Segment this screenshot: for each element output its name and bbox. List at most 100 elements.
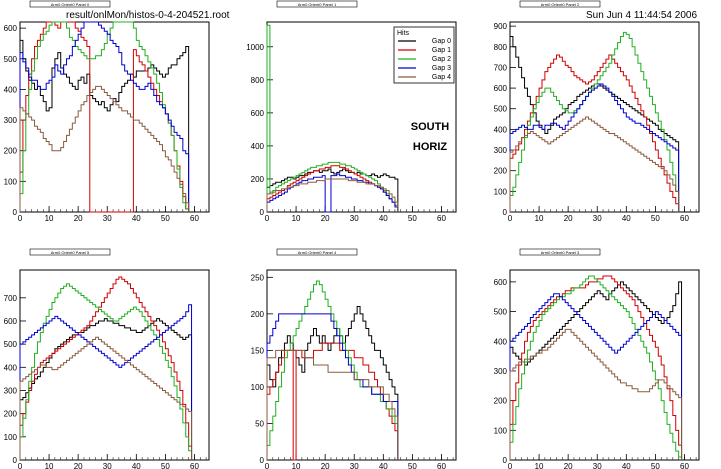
y-tick-label: 0 xyxy=(503,456,508,465)
y-tick-label: 200 xyxy=(4,410,18,419)
x-tick-label: 40 xyxy=(622,462,631,469)
y-tick-label: 100 xyxy=(4,433,18,442)
series-gap-0 xyxy=(19,39,190,212)
series-gap-4 xyxy=(266,349,399,460)
legend-box xyxy=(393,26,455,84)
y-tick-label: 300 xyxy=(494,367,508,376)
series-gap-1 xyxy=(19,276,193,460)
x-tick-label: 60 xyxy=(190,214,199,223)
x-tick-label: 60 xyxy=(437,462,446,469)
y-tick-label: 200 xyxy=(4,147,18,156)
x-tick-label: 20 xyxy=(321,214,330,223)
x-tick-label: 50 xyxy=(408,214,417,223)
y-tick-label: 0 xyxy=(13,456,18,465)
x-tick-label: 60 xyxy=(437,214,446,223)
x-tick-label: 40 xyxy=(622,214,631,223)
y-tick-label: 700 xyxy=(4,294,18,303)
panel-title-box xyxy=(519,248,601,256)
legend-entry: Gap 0 xyxy=(432,38,451,45)
y-tick-label: 100 xyxy=(251,383,265,392)
y-tick-label: 0 xyxy=(260,456,265,465)
y-tick-label: 300 xyxy=(494,146,508,155)
y-tick-label: 900 xyxy=(494,22,508,31)
timestamp: Sun Jun 4 11:44:54 2006 xyxy=(586,10,698,21)
y-tick-label: 400 xyxy=(4,85,18,94)
y-tick-label: 400 xyxy=(494,125,508,134)
y-tick-label: 500 xyxy=(4,340,18,349)
y-tick-label: 400 xyxy=(494,337,508,346)
y-tick-label: 100 xyxy=(4,177,18,186)
x-tick-label: 20 xyxy=(564,462,573,469)
x-tick-label: 40 xyxy=(379,214,388,223)
plot-frame xyxy=(509,21,700,213)
y-tick-label: 200 xyxy=(251,310,265,319)
y-tick-label: 0 xyxy=(13,208,18,217)
y-tick-label: 700 xyxy=(494,63,508,72)
series-gap-2 xyxy=(266,280,399,460)
y-tick-label: 800 xyxy=(251,76,265,85)
x-tick-label: 0 xyxy=(508,462,513,469)
y-tick-label: 0 xyxy=(503,208,508,217)
x-tick-label: 40 xyxy=(379,462,388,469)
series-gap-1 xyxy=(19,21,190,213)
x-tick-label: 30 xyxy=(103,462,112,469)
annotation-horiz: HORIZ xyxy=(413,141,448,153)
x-tick-label: 20 xyxy=(74,214,83,223)
x-tick-label: 10 xyxy=(292,214,301,223)
panel-title: Arm0 Orient0 Panel 3 xyxy=(541,250,580,255)
legend-title: Hits xyxy=(397,30,410,37)
x-tick-label: 60 xyxy=(680,462,689,469)
y-tick-label: 600 xyxy=(4,24,18,33)
y-tick-label: 100 xyxy=(494,426,508,435)
x-tick-label: 50 xyxy=(651,214,660,223)
series-gap-0 xyxy=(19,318,193,460)
histogram-panel-4: Arm0 Orient0 Panel 50 10 20 30 40 50 600100200… xyxy=(4,248,210,469)
y-tick-label: 200 xyxy=(251,175,265,184)
y-tick-label: 400 xyxy=(4,363,18,372)
y-tick-label: 200 xyxy=(494,397,508,406)
series-gap-2 xyxy=(266,24,399,212)
x-tick-label: 10 xyxy=(535,214,544,223)
histogram-panel-5: Arm0 Orient0 Panel 4 0 10 20 30 40 50 60 0 50 100 1… xyxy=(251,248,457,469)
series-gap-4 xyxy=(266,178,399,212)
panel-title-box xyxy=(276,248,358,256)
series-gap-2 xyxy=(509,275,683,460)
x-tick-label: 50 xyxy=(161,462,170,469)
y-tick-label: 400 xyxy=(251,142,265,151)
series-gap-1 xyxy=(509,275,683,460)
y-tick-label: 50 xyxy=(255,419,264,428)
x-tick-label: 30 xyxy=(103,214,112,223)
histogram-panel-3: Arm0 Orient0 Panel 20 10 20 30 40 50 600100200… xyxy=(494,0,700,223)
series-gap-3 xyxy=(19,304,193,460)
series-gap-0 xyxy=(509,35,680,212)
y-tick-label: 0 xyxy=(260,208,265,217)
panel-title: Arm0 Orient0 Panel 1 xyxy=(298,2,337,7)
plot-frame xyxy=(266,269,457,461)
series-gap-1 xyxy=(266,342,399,461)
panel-title: Arm0 Orient0 Panel 5 xyxy=(51,250,90,255)
y-tick-label: 500 xyxy=(4,55,18,64)
plot-frame xyxy=(19,269,210,461)
series-gap-4 xyxy=(19,85,190,212)
legend-entry: Gap 1 xyxy=(432,47,451,54)
x-tick-label: 40 xyxy=(132,462,141,469)
series-gap-3 xyxy=(509,293,683,460)
x-tick-label: 20 xyxy=(564,214,573,223)
series-gap-4 xyxy=(19,336,193,460)
panel-title: Arm0 Orient0 Panel 0 xyxy=(51,2,90,7)
x-tick-label: 0 xyxy=(265,214,270,223)
series-gap-4 xyxy=(509,328,683,460)
y-tick-label: 250 xyxy=(251,273,265,282)
x-tick-label: 60 xyxy=(680,214,689,223)
y-tick-label: 600 xyxy=(494,84,508,93)
x-tick-label: 30 xyxy=(350,462,359,469)
panel-title: Arm0 Orient0 Panel 4 xyxy=(298,250,337,255)
y-tick-label: 500 xyxy=(494,105,508,114)
x-tick-label: 60 xyxy=(190,462,199,469)
series-gap-1 xyxy=(509,54,680,212)
y-tick-label: 800 xyxy=(494,43,508,52)
x-tick-label: 10 xyxy=(45,214,54,223)
series-gap-2 xyxy=(509,31,680,212)
y-tick-label: 500 xyxy=(494,308,508,317)
